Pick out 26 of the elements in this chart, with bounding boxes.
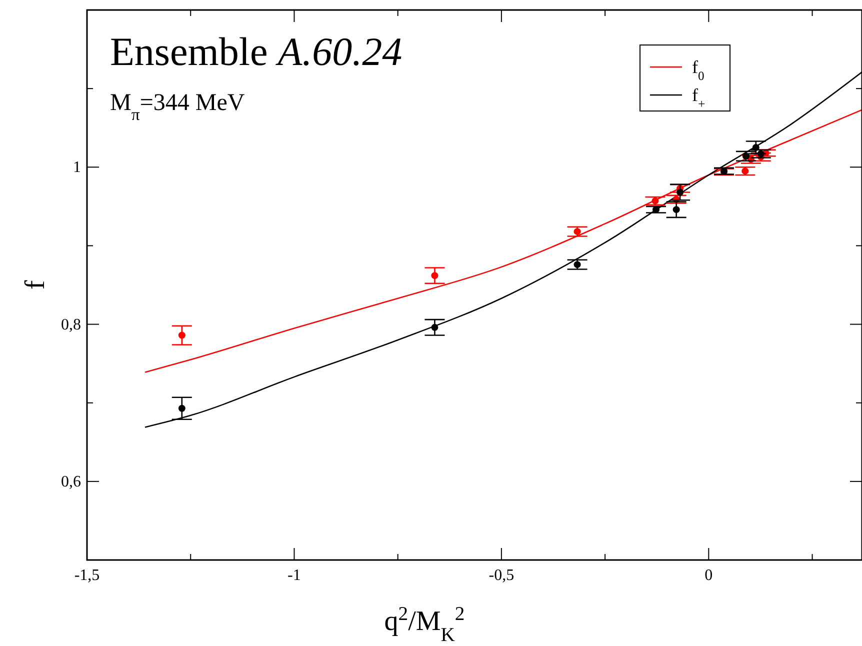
point <box>652 197 659 204</box>
point <box>672 206 680 214</box>
point <box>431 324 438 331</box>
annotation: Ensemble A.60.24 <box>110 29 402 74</box>
y-tick-label: 0,8 <box>61 316 81 334</box>
annotation: M$_{π}$=344 MeV <box>110 90 246 124</box>
point <box>752 144 760 151</box>
x-tick-label: -1,5 <box>74 567 100 584</box>
legend-label: f$_{+}$ <box>692 85 706 111</box>
y-tick-label: 1 <box>73 159 81 176</box>
line-series <box>144 109 862 373</box>
x-tick-label: 0 <box>704 567 713 584</box>
point <box>742 168 749 175</box>
point <box>757 150 764 158</box>
point <box>574 261 581 268</box>
legend-label: f$_{0}$ <box>692 57 704 83</box>
x-tick-label: -0,5 <box>488 567 514 584</box>
point <box>178 332 186 339</box>
point <box>652 206 660 214</box>
x-tick-label: -1 <box>288 567 301 584</box>
point <box>431 272 438 280</box>
point <box>574 228 581 236</box>
y-tick-label: 0,6 <box>61 473 81 490</box>
point <box>178 404 186 412</box>
point <box>676 188 684 196</box>
y-axis-title: f <box>20 280 51 290</box>
